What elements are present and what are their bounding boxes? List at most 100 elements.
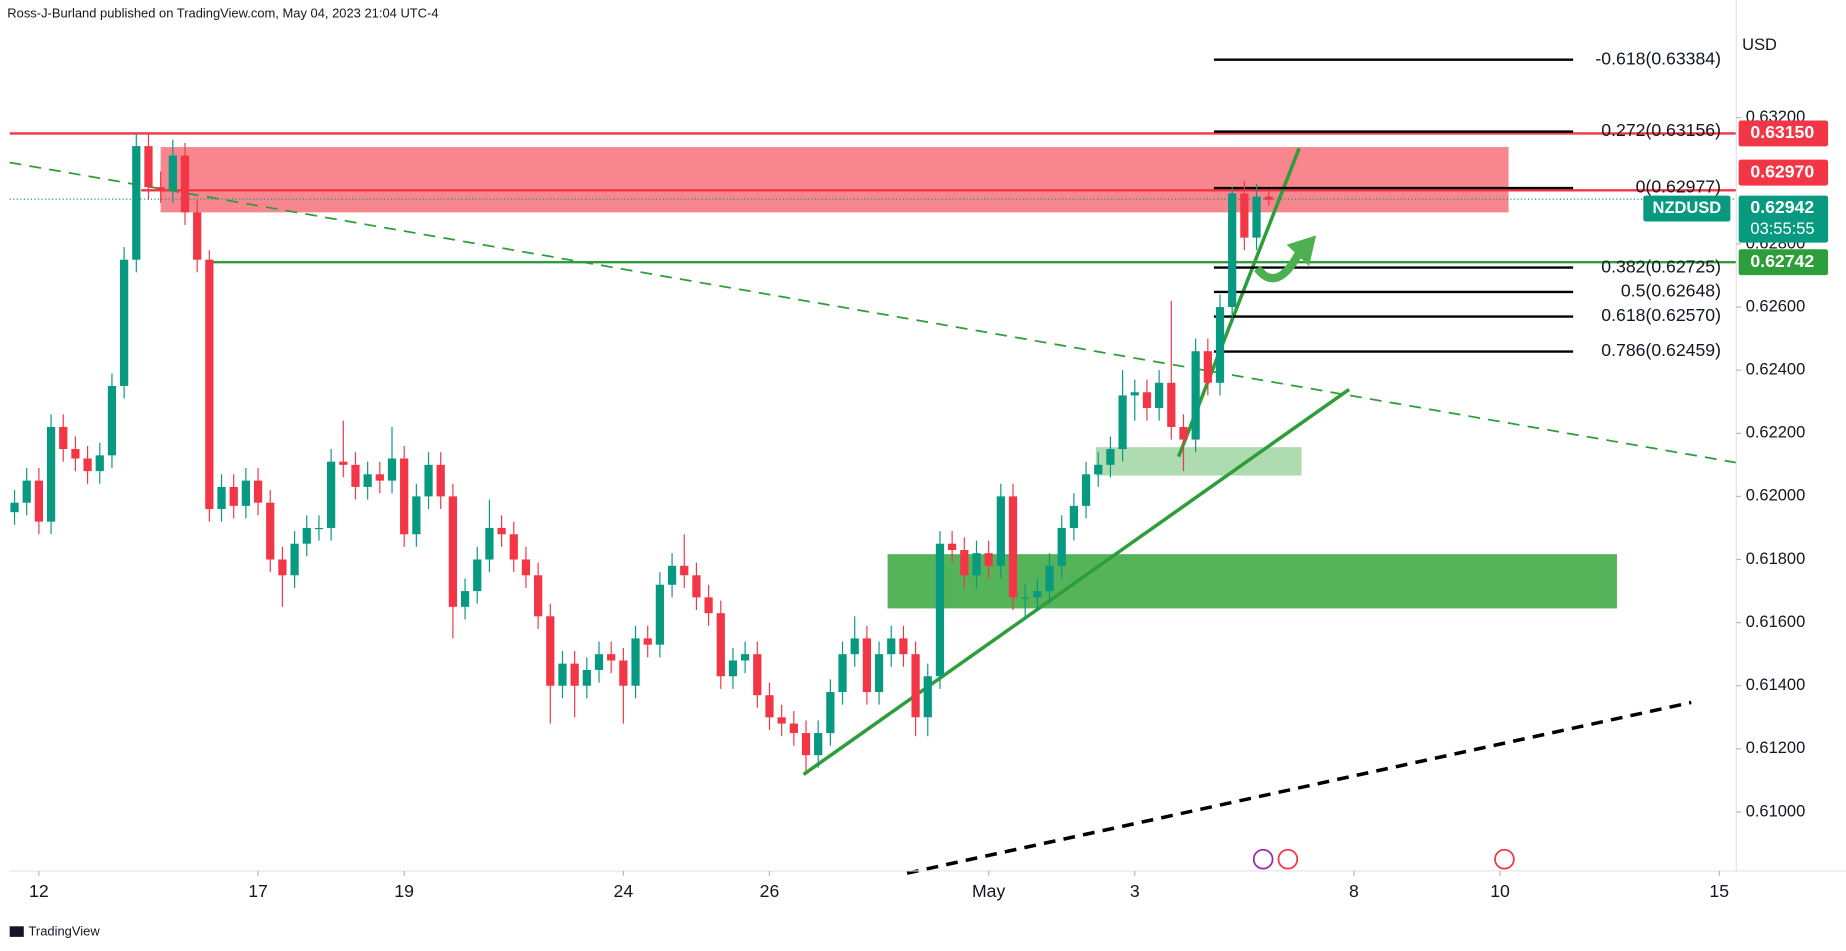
price-badge: [1738, 195, 1829, 243]
fib-label: -0.618(0.63384): [1595, 48, 1721, 68]
candle-body: [631, 638, 640, 686]
x-tick-label: 24: [614, 881, 634, 901]
candle-body: [741, 654, 750, 661]
lines-layer: -0.618(0.63384) 0.272(0.63156) 0(0.62977) 0…: [9, 48, 1737, 875]
y-tick-label: 0.61600: [1746, 613, 1806, 631]
candle-body: [1106, 449, 1115, 465]
x-tick-label: 19: [394, 881, 414, 901]
candle-body: [594, 654, 604, 670]
candle-body: [923, 676, 932, 718]
footer: TradingView: [28, 924, 100, 939]
candle-body: [862, 638, 872, 693]
fib-label: 0.5(0.62648): [1621, 281, 1721, 301]
x-tick-label: 3: [1130, 881, 1140, 901]
candle-body: [826, 692, 835, 734]
candle-body: [692, 575, 701, 598]
footer-logo: [9, 926, 24, 937]
zones-layer: [160, 147, 1617, 609]
candle-body: [704, 597, 713, 614]
candle-body: [71, 449, 80, 459]
candle-body: [1008, 496, 1018, 598]
y-tick-label: 0.61400: [1746, 676, 1806, 694]
candle-body: [935, 543, 945, 677]
header: Ross-J-Burland published on TradingView.…: [7, 6, 438, 21]
price-badge: [1738, 159, 1829, 186]
candle-body: [948, 543, 957, 551]
candle-body: [546, 616, 555, 686]
candle-body: [290, 543, 299, 576]
candle-body: [1264, 196, 1273, 200]
candle-body: [34, 480, 44, 522]
candle-body: [1118, 395, 1127, 450]
candle-body: [424, 464, 433, 497]
candle-body: [1252, 196, 1261, 238]
candle-body: [716, 613, 725, 677]
candle-body: [1057, 527, 1066, 566]
candle-body: [1069, 505, 1079, 528]
candle-body: [972, 553, 981, 576]
candle-body: [22, 480, 31, 503]
x-tick-label: 15: [1709, 881, 1729, 901]
fib-label: 0.786(0.62459): [1601, 340, 1721, 360]
x-tick-label: 12: [29, 881, 49, 901]
curved-arrow: [1254, 249, 1304, 283]
candle-body: [996, 496, 1005, 566]
candle-body: [59, 426, 68, 450]
candle-body: [521, 559, 531, 576]
candle-body: [83, 458, 92, 472]
x-tick-label: 17: [248, 881, 268, 901]
candle-body: [1033, 591, 1042, 598]
candle-body: [570, 663, 579, 686]
candle-body: [253, 480, 263, 503]
candle-body: [339, 461, 348, 465]
candle-body: [1203, 351, 1212, 383]
candle-body: [728, 660, 738, 677]
candle-body: [1155, 382, 1164, 409]
candle-body: [1191, 351, 1200, 440]
x-tick-label: 26: [760, 881, 780, 901]
candle-body: [363, 474, 372, 487]
candle-body: [120, 259, 129, 386]
candle-body: [302, 527, 311, 544]
candle-body: [667, 565, 677, 585]
candle-body: [400, 458, 409, 535]
event-icon: [1252, 848, 1274, 870]
candle-body: [534, 575, 543, 617]
price-badge-label: 0.62942: [1750, 197, 1814, 217]
candle-body: [655, 584, 665, 645]
candle-body: [473, 559, 482, 592]
candle-body: [899, 638, 908, 655]
symbol-label: NZDUSD: [1653, 199, 1722, 217]
candle-body: [266, 502, 275, 560]
price-badge-label: 0.63150: [1750, 122, 1814, 142]
candle-body: [509, 534, 518, 560]
candle-body: [485, 527, 494, 560]
candle-body: [144, 146, 153, 188]
candle-body: [327, 461, 336, 528]
candle-body: [789, 723, 798, 734]
candle-body: [193, 212, 202, 260]
candle-body: [46, 426, 56, 522]
candle-body: [619, 660, 628, 686]
x-tick-label: 8: [1349, 881, 1359, 901]
annotations-layer: [1254, 235, 1317, 283]
candle-body: [229, 486, 238, 506]
candle-body: [436, 464, 445, 497]
candle-body: [1228, 193, 1237, 308]
zone: [1095, 447, 1302, 476]
fib-label: 0.272(0.63156): [1601, 120, 1721, 140]
candle-body: [1215, 307, 1225, 383]
fib-label: 0.618(0.62570): [1601, 305, 1721, 325]
arrow-head: [1286, 235, 1317, 266]
candle-body: [497, 527, 506, 535]
candle-body: [838, 654, 847, 693]
y-tick-label: 0.62600: [1746, 297, 1806, 315]
candle-body: [205, 259, 214, 510]
y-tick-label: 0.61800: [1746, 550, 1806, 568]
x-tick-label: 10: [1490, 881, 1510, 901]
candle-body: [375, 474, 384, 481]
y-tick-label: 0.62400: [1746, 361, 1806, 379]
zone: [160, 147, 1509, 213]
candle-body: [168, 155, 177, 191]
candle-body: [448, 496, 458, 607]
